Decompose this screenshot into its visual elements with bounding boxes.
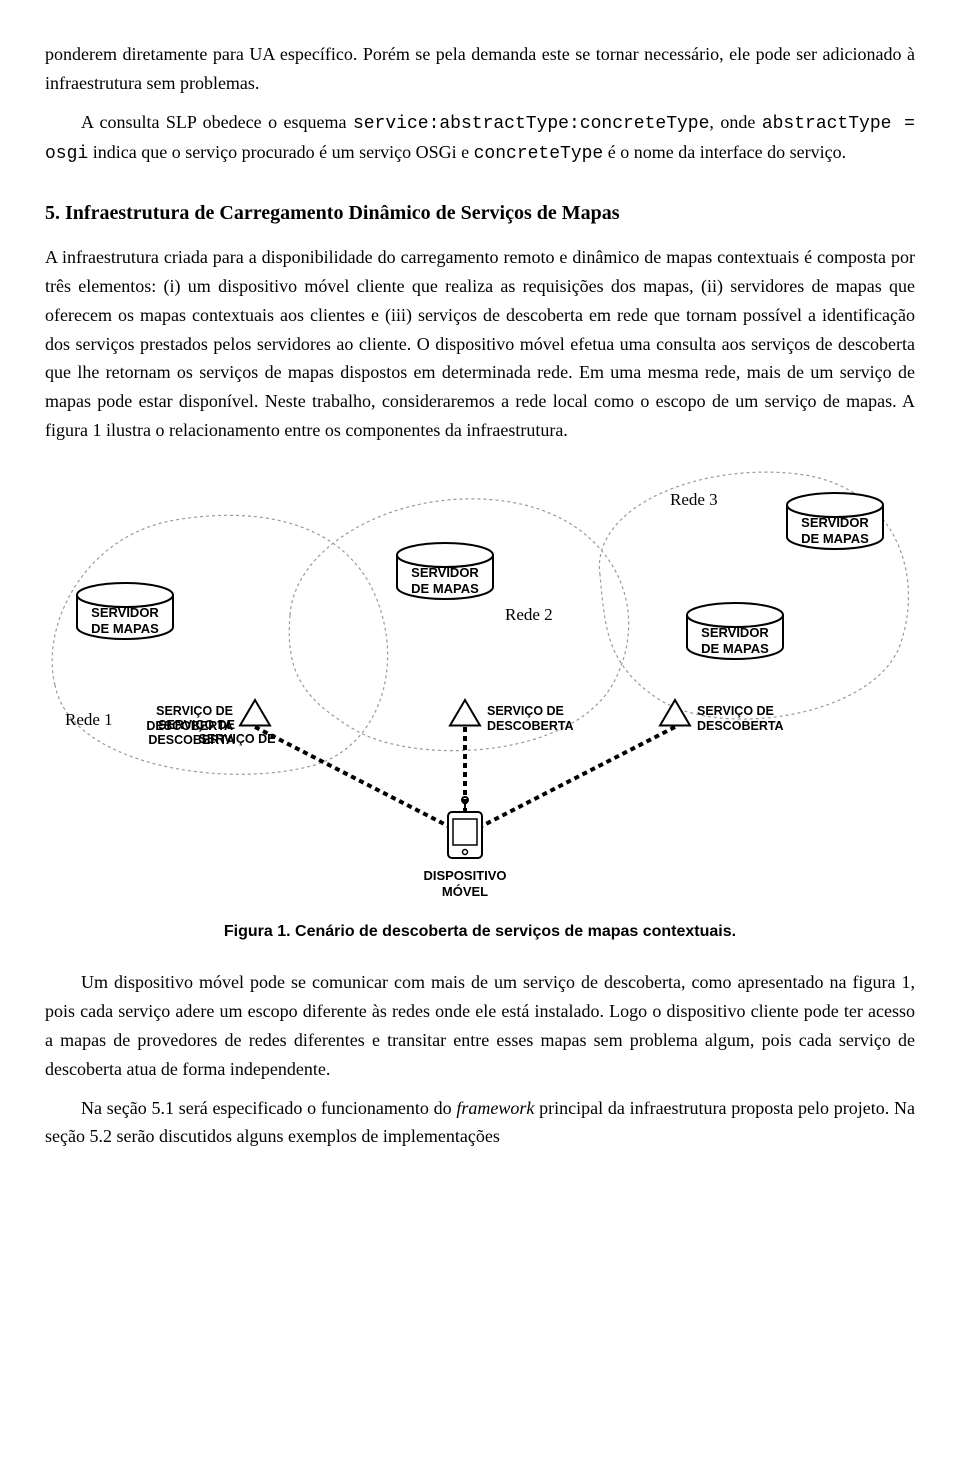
- text: Na seção 5.1 será especificado o funcion…: [81, 1098, 456, 1118]
- paragraph-slp: A consulta SLP obedece o esquema service…: [45, 108, 915, 170]
- italic-framework: framework: [456, 1098, 534, 1118]
- svg-text:DE MAPAS: DE MAPAS: [411, 581, 479, 596]
- svg-text:Rede 3: Rede 3: [670, 490, 718, 509]
- paragraph-intro-continued: ponderem diretamente para UA específico.…: [45, 40, 915, 98]
- svg-text:Rede 2: Rede 2: [505, 605, 553, 624]
- paragraph-section-preview: Na seção 5.1 será especificado o funcion…: [45, 1094, 915, 1152]
- svg-text:SERVIÇO DE: SERVIÇO DE: [697, 704, 774, 718]
- section-heading-5: 5. Infraestrutura de Carregamento Dinâmi…: [45, 197, 915, 229]
- svg-text:DISPOSITIVO: DISPOSITIVO: [423, 868, 506, 883]
- paragraph-multi-discovery: Um dispositivo móvel pode se comunicar c…: [45, 968, 915, 1083]
- svg-text:SERVIÇO DE: SERVIÇO DE: [156, 704, 233, 718]
- svg-text:DE MAPAS: DE MAPAS: [701, 641, 769, 656]
- svg-text:Rede 1: Rede 1: [65, 710, 113, 729]
- svg-text:MÓVEL: MÓVEL: [442, 884, 488, 899]
- svg-text:DE MAPAS: DE MAPAS: [91, 621, 159, 636]
- code-service-scheme: service:abstractType:concreteType: [353, 114, 709, 134]
- svg-text:SERVIDOR: SERVIDOR: [91, 605, 159, 620]
- text: A consulta SLP obedece o esquema: [81, 112, 353, 132]
- svg-text:DE MAPAS: DE MAPAS: [801, 531, 869, 546]
- text: é o nome da interface do serviço.: [603, 142, 846, 162]
- svg-text:SERVIDOR: SERVIDOR: [411, 565, 479, 580]
- svg-text:SERVIDOR: SERVIDOR: [801, 515, 869, 530]
- svg-text:SERVIÇO DE: SERVIÇO DE: [199, 732, 276, 746]
- paragraph-infra-desc: A infraestrutura criada para a disponibi…: [45, 243, 915, 445]
- svg-text:DESCOBERTA: DESCOBERTA: [146, 719, 233, 733]
- svg-text:SERVIÇO DE: SERVIÇO DE: [487, 704, 564, 718]
- svg-text:DESCOBERTA: DESCOBERTA: [697, 719, 784, 733]
- svg-text:SERVIDOR: SERVIDOR: [701, 625, 769, 640]
- figure-caption: Figura 1. Cenário de descoberta de servi…: [45, 919, 915, 945]
- text: , onde: [709, 112, 761, 132]
- code-concretetype: concreteType: [474, 144, 604, 164]
- figure-1-svg: Rede 1Rede 2Rede 3SERVIDORDE MAPASSERVID…: [45, 465, 915, 905]
- text: indica que o serviço procurado é um serv…: [88, 142, 473, 162]
- svg-text:DESCOBERTA: DESCOBERTA: [487, 719, 574, 733]
- figure-1: Rede 1Rede 2Rede 3SERVIDORDE MAPASSERVID…: [45, 465, 915, 905]
